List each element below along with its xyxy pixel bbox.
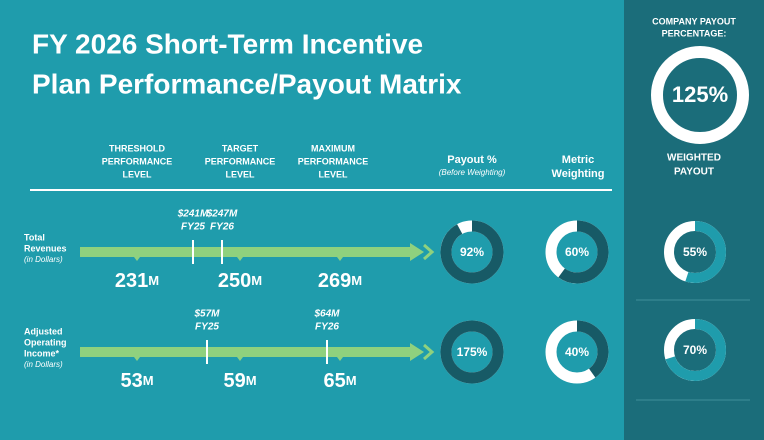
column-header: Payout % bbox=[447, 154, 497, 166]
donut-label: 55% bbox=[683, 245, 707, 259]
level-number: 65 bbox=[323, 370, 345, 392]
level-unit: M bbox=[148, 273, 159, 288]
panel-header: WEIGHTED bbox=[667, 153, 721, 164]
level-notch bbox=[237, 357, 243, 361]
panel-header: COMPANY PAYOUT bbox=[652, 16, 736, 26]
donut-arc bbox=[664, 221, 726, 283]
row-name: Total bbox=[24, 232, 45, 242]
level-number: 53 bbox=[120, 370, 142, 392]
level-value: 65M bbox=[323, 370, 356, 392]
progress-arrow bbox=[80, 343, 424, 361]
marker-amount: $241M bbox=[177, 209, 209, 220]
donut-label: 70% bbox=[683, 343, 707, 357]
donut-arc bbox=[545, 220, 609, 284]
level-number: 250 bbox=[218, 270, 251, 292]
column-header: MAXIMUM bbox=[311, 143, 355, 153]
column-header: THRESHOLD bbox=[109, 143, 166, 153]
level-notch bbox=[337, 257, 343, 261]
level-notch bbox=[134, 357, 140, 361]
level-number: 269 bbox=[318, 270, 351, 292]
level-value: 269M bbox=[318, 270, 362, 292]
level-value: 53M bbox=[120, 370, 153, 392]
donut-arc bbox=[545, 320, 609, 384]
panel-header: PAYOUT bbox=[674, 167, 714, 178]
column-header: LEVEL bbox=[318, 169, 348, 179]
row-name: Revenues bbox=[24, 243, 67, 253]
donut-arc bbox=[651, 46, 749, 144]
donut-label: 175% bbox=[457, 345, 488, 359]
level-value: 231M bbox=[115, 270, 159, 292]
row-note: (in Dollars) bbox=[24, 360, 63, 369]
level-value: 250M bbox=[218, 270, 262, 292]
column-header: LEVEL bbox=[225, 169, 255, 179]
marker-amount: $247M bbox=[206, 209, 238, 220]
panel-header: PERCENTAGE: bbox=[662, 28, 727, 38]
column-header: PERFORMANCE bbox=[102, 156, 173, 166]
row-name: Operating bbox=[24, 337, 67, 347]
level-value: 59M bbox=[223, 370, 256, 392]
marker-year: FY26 bbox=[315, 322, 339, 333]
column-header: TARGET bbox=[222, 143, 259, 153]
row-name: Adjusted bbox=[24, 326, 63, 336]
level-notch bbox=[237, 257, 243, 261]
chevron bbox=[423, 343, 435, 361]
marker-year: FY26 bbox=[210, 222, 234, 233]
title: FY 2026 Short-Term Incentive bbox=[32, 28, 423, 59]
progress-arrow bbox=[80, 243, 424, 261]
column-note: (Before Weighting) bbox=[439, 168, 506, 177]
marker-amount: $57M bbox=[193, 309, 220, 320]
donut-label: 40% bbox=[565, 345, 589, 359]
donut-label: 125% bbox=[672, 82, 728, 107]
column-header: Weighting bbox=[552, 168, 605, 180]
level-unit: M bbox=[143, 373, 154, 388]
marker-year: FY25 bbox=[181, 222, 205, 233]
column-header: LEVEL bbox=[122, 169, 152, 179]
title: Plan Performance/Payout Matrix bbox=[32, 68, 462, 99]
level-unit: M bbox=[351, 273, 362, 288]
donut-arc bbox=[664, 319, 726, 381]
level-unit: M bbox=[251, 273, 262, 288]
marker-year: FY25 bbox=[195, 322, 219, 333]
chevron bbox=[423, 243, 435, 261]
marker-amount: $64M bbox=[313, 309, 340, 320]
row-name: Income* bbox=[24, 348, 60, 358]
level-unit: M bbox=[346, 373, 357, 388]
level-notch bbox=[337, 357, 343, 361]
row-note: (in Dollars) bbox=[24, 255, 63, 264]
level-notch bbox=[134, 257, 140, 261]
column-header: Metric bbox=[562, 154, 594, 166]
donut-label: 60% bbox=[565, 245, 589, 259]
level-number: 59 bbox=[223, 370, 245, 392]
donut-arc bbox=[440, 320, 504, 384]
level-number: 231 bbox=[115, 270, 148, 292]
donut-label: 92% bbox=[460, 245, 484, 259]
column-header: PERFORMANCE bbox=[298, 156, 369, 166]
column-header: PERFORMANCE bbox=[205, 156, 276, 166]
level-unit: M bbox=[246, 373, 257, 388]
donut-arc bbox=[440, 220, 504, 284]
